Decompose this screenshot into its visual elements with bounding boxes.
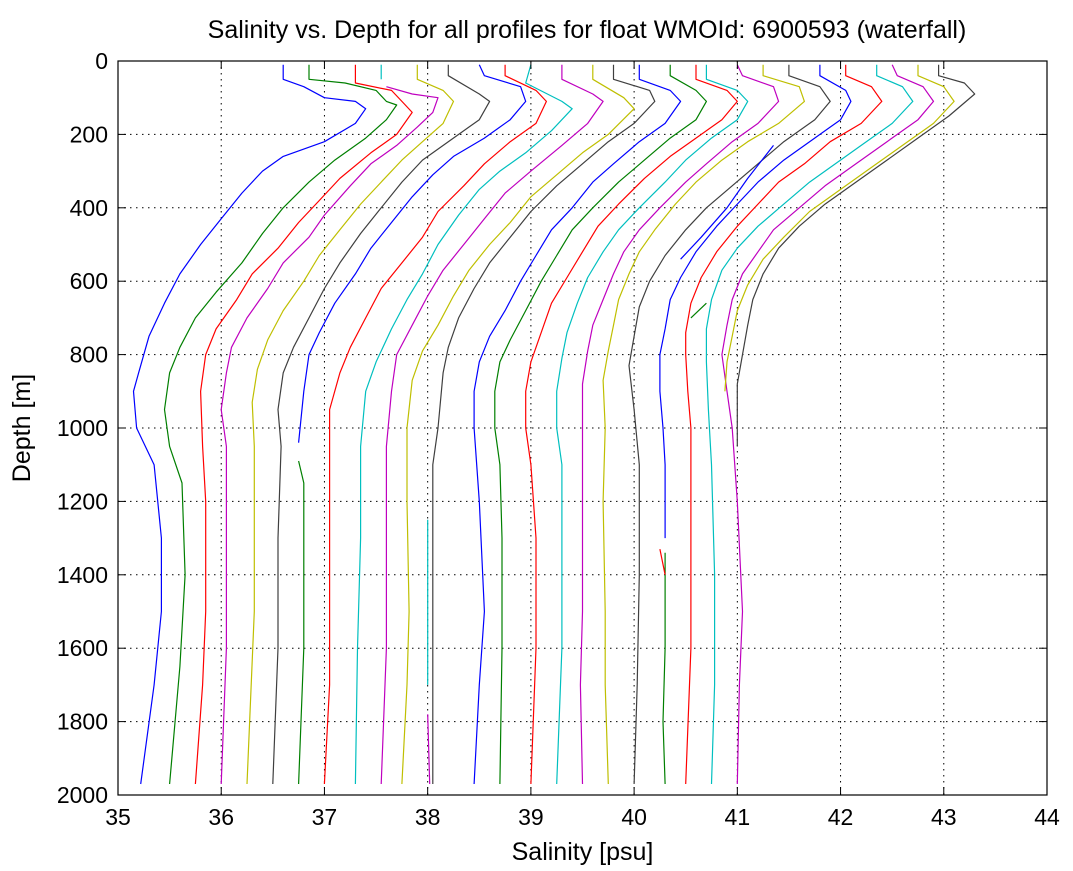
y-tick-label: 200 [70,121,108,147]
axis-ticks: 35 36 37 38 39 40 41 42 43 44 0 200 400 600 800 1000 120… [57,48,1060,830]
profile-line [736,64,976,447]
profile-line [380,64,604,785]
profile-line [432,64,656,784]
profile-line [246,64,455,785]
x-tick-label: 42 [828,804,854,830]
profile-line [473,64,682,785]
profile-line [705,64,914,785]
y-tick-label: 1600 [57,635,108,661]
y-tick-label: 1800 [57,709,108,735]
x-tick-label: 41 [725,804,751,830]
x-tick-label: 44 [1034,804,1060,830]
y-tick-label: 800 [70,342,108,368]
chart-title: Salinity vs. Depth for all profiles for … [208,16,967,44]
y-tick-label: 1400 [57,562,108,588]
profile-line [323,64,548,785]
x-tick-label: 38 [415,804,441,830]
profile-line [556,64,749,785]
profile-line [659,64,852,539]
profile-lines [132,64,976,785]
profile-line [272,64,491,785]
profile-line [525,64,738,785]
profile-line [401,64,635,785]
x-tick-label: 37 [312,804,338,830]
x-tick-label: 40 [621,804,647,830]
y-tick-label: 600 [70,268,108,294]
profile-line [194,64,413,785]
profile-line [354,64,573,785]
profile-line [721,64,935,785]
profile-line [298,64,527,443]
profile-line [494,64,708,785]
y-tick-label: 1000 [57,415,108,441]
profile-line [602,64,806,785]
x-tick-label: 39 [518,804,544,830]
profile-line [298,460,305,785]
x-tick-label: 36 [208,804,234,830]
y-tick-label: 1200 [57,488,108,514]
profile-line [690,302,707,319]
profile-line [659,548,666,575]
profile-line [685,64,883,785]
profile-line [680,145,774,260]
y-tick-label: 0 [95,48,108,74]
profile-line [132,64,367,785]
y-tick-label: 2000 [57,782,108,808]
profile-line [163,64,398,785]
profile-line [579,64,780,785]
profile-line [662,552,666,785]
x-tick-label: 35 [105,804,131,830]
profile-line [724,64,955,392]
grid-lines [118,61,1047,795]
x-axis-label: Salinity [psu] [512,838,654,866]
profile-line [220,86,439,785]
profile-line [427,714,431,785]
profile-line [628,64,831,785]
y-tick-label: 400 [70,195,108,221]
x-tick-label: 43 [931,804,957,830]
y-axis-label: Depth [m] [8,374,36,482]
